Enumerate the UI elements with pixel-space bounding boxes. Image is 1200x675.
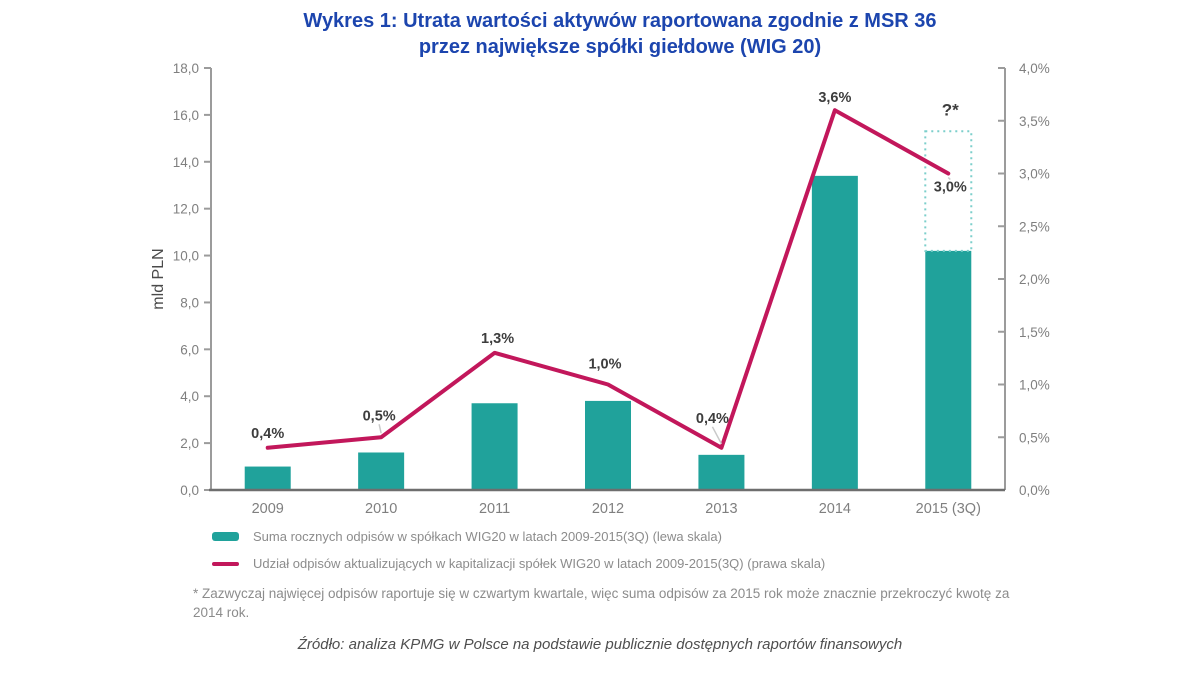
bar-2013 (698, 454, 745, 490)
projection-dashed-box (924, 130, 973, 252)
point-label-2013: 0,4% (696, 411, 729, 427)
point-label-2010: 0,5% (363, 408, 396, 424)
x-axis-label-2013: 2013 (705, 501, 737, 517)
point-label-2014: 3,6% (818, 90, 851, 106)
line-series (265, 108, 951, 450)
point-label-2015 (3Q): 3,0% (934, 180, 967, 196)
x-axis-label-2015 (3Q): 2015 (3Q) (916, 501, 981, 517)
bar-2014 (811, 175, 858, 490)
bar-2012 (585, 400, 631, 490)
footnote: * Zazwyczaj najwięcej odpisów raportuje … (193, 586, 1010, 620)
left-axis-tick-label: 14,0 (173, 155, 199, 170)
x-axis-label-2011: 2011 (479, 501, 510, 517)
legend-item-line: Udział odpisów aktualizujących w kapital… (212, 550, 825, 577)
point-label-2009: 0,4% (251, 426, 284, 442)
chart-title-line1: Wykres 1: Utrata wartości aktywów raport… (303, 10, 937, 32)
right-axis-tick-label: 2,5% (1019, 219, 1050, 234)
x-axis-label-2012: 2012 (592, 501, 624, 517)
right-axis-tick-label: 2,0% (1019, 272, 1050, 287)
legend-line-label: Udział odpisów aktualizujących w kapital… (253, 556, 826, 571)
right-axis-tick-label: 0,0% (1019, 483, 1050, 498)
right-axis-tick-label: 3,0% (1019, 167, 1050, 182)
bar-2011 (471, 403, 518, 490)
x-axis-label-2009: 2009 (252, 501, 284, 517)
right-axis-tick-label: 1,0% (1019, 378, 1050, 393)
projection-question-label: ?* (942, 100, 959, 119)
left-axis-tick-label: 4,0 (180, 389, 199, 404)
point-label-2011: 1,3% (481, 331, 514, 347)
left-axis-tick-label: 16,0 (173, 108, 199, 123)
chart-legend: Suma rocznych odpisów w spółkach WIG20 w… (212, 523, 825, 577)
right-axis-tick-label: 3,5% (1019, 114, 1050, 129)
point-label-2012: 1,0% (588, 357, 621, 373)
point-label-leader (378, 424, 382, 434)
x-axis-label-2010: 2010 (365, 501, 397, 517)
left-axis-tick-label: 8,0 (180, 295, 199, 310)
left-axis-title: mld PLN (150, 248, 167, 309)
left-axis-tick-label: 2,0 (180, 436, 199, 451)
bar-2010 (358, 452, 405, 490)
legend-bar-swatch (212, 532, 239, 541)
left-axis-tick-label: 6,0 (180, 342, 199, 357)
right-axis-tick-label: 0,5% (1019, 430, 1050, 445)
chart-canvas: 0,0 2,0 4,0 6,0 8,0 10,0 12,0 14,0 16,0 18,0 0,0% 0… (150, 61, 1050, 517)
chart-title: Wykres 1: Utrata wartości aktywów raport… (20, 8, 1200, 60)
bar-2015 (3Q) (925, 250, 972, 490)
legend-item-bars: Suma rocznych odpisów w spółkach WIG20 w… (212, 523, 825, 550)
chart-title-line2: przez największe spółki giełdowe (WIG 20… (418, 36, 822, 58)
legend-line-swatch (212, 561, 239, 566)
point-label-leader (947, 176, 951, 181)
legend-bar-label: Suma rocznych odpisów w spółkach WIG20 w… (253, 529, 722, 544)
left-axis-tick-label: 10,0 (173, 249, 199, 264)
left-axis-tick-label: 18,0 (173, 61, 199, 76)
point-label-leader (711, 426, 723, 445)
x-axis-label-2014: 2014 (819, 501, 851, 517)
left-axis-tick-label: 0,0 (180, 483, 199, 498)
right-axis-tick-label: 1,5% (1019, 325, 1050, 340)
left-axis-tick-label: 12,0 (173, 202, 199, 217)
right-axis-tick-label: 4,0% (1019, 61, 1050, 76)
source-line: Źródło: analiza KPMG w Polsce na podstaw… (297, 636, 903, 653)
bar-2009 (244, 466, 291, 490)
